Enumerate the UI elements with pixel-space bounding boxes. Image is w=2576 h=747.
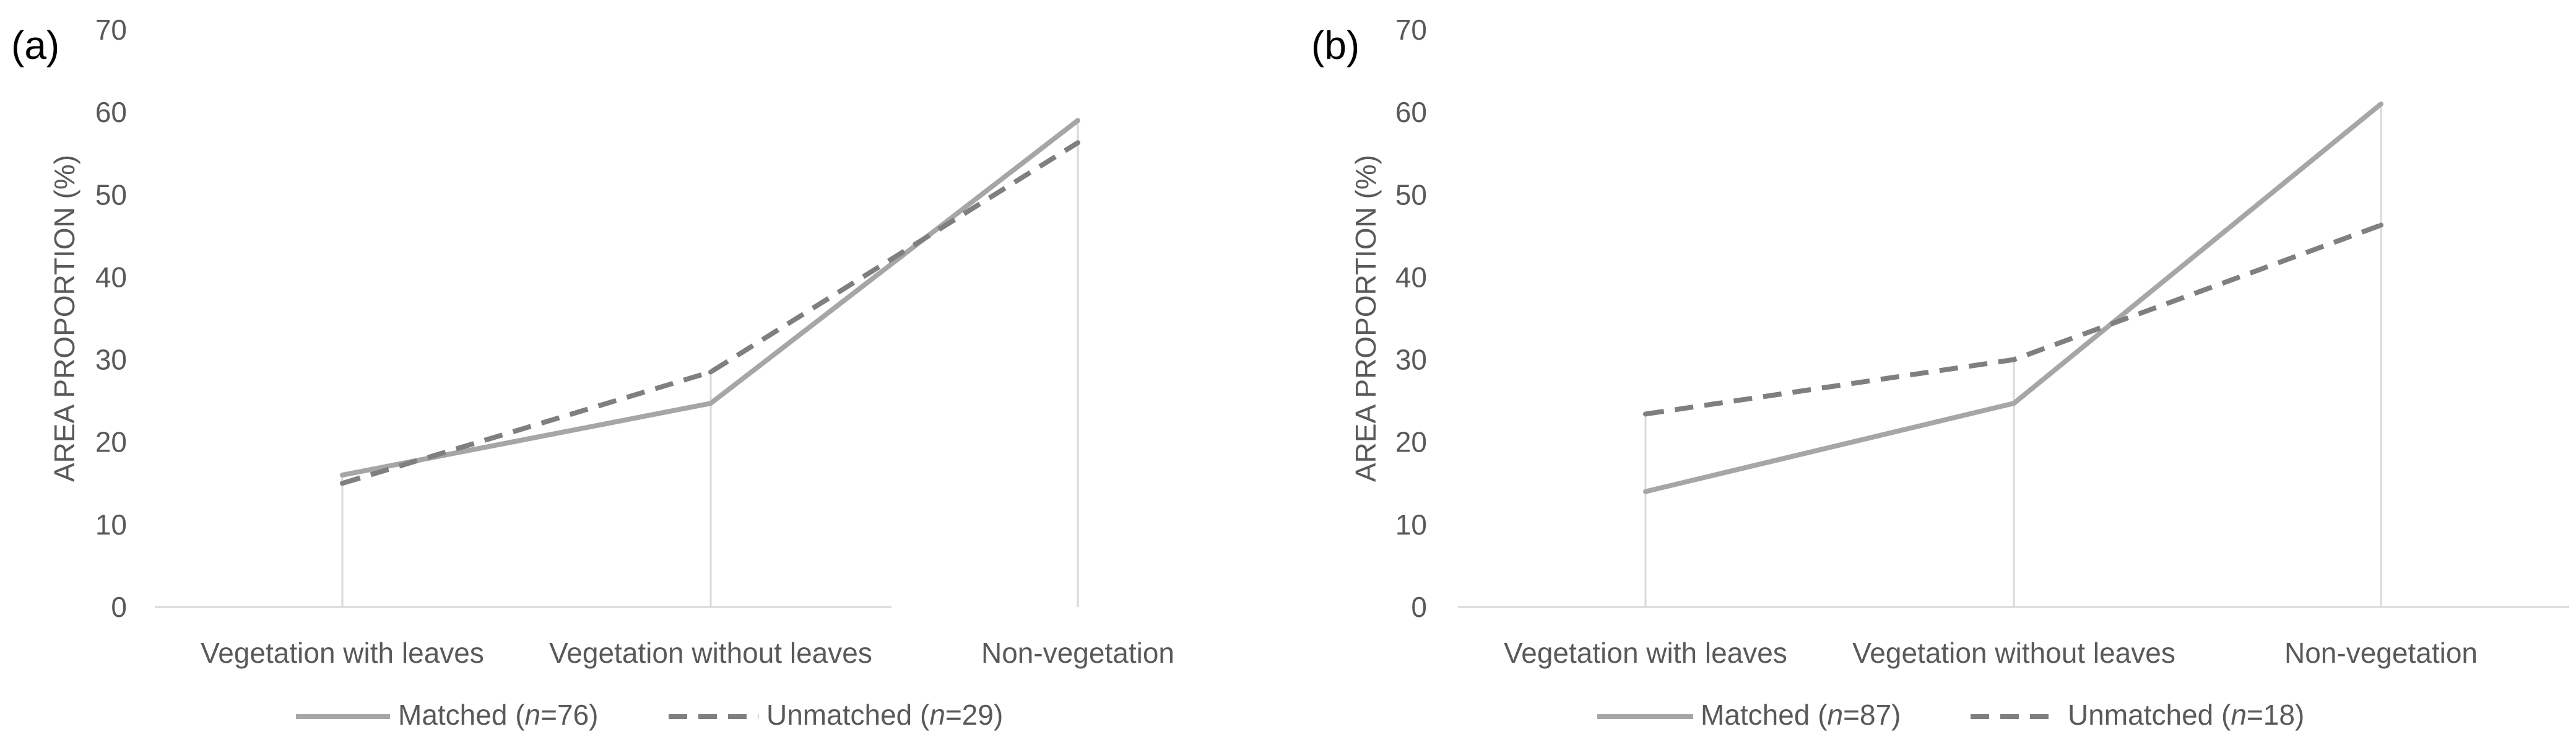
data-point-unmatched [340,481,345,486]
panel-label: (a) [11,23,59,68]
data-point-unmatched [2011,357,2016,362]
data-point-unmatched [1075,140,1080,146]
data-point-matched [2379,101,2383,107]
y-tick-label: 10 [1395,509,1427,541]
y-tick-label: 20 [95,426,127,458]
y-tick-label: 0 [1411,591,1427,623]
data-point-matched [2011,401,2016,406]
y-tick-label: 0 [111,591,127,623]
data-point-unmatched [708,369,713,375]
data-point-matched [1075,118,1080,123]
y-tick-label: 30 [95,344,127,376]
legend-n: n [1828,699,1844,731]
y-tick-label: 60 [1395,96,1427,128]
y-tick-label: 50 [1395,178,1427,211]
legend-label-matched: Matched (n=87) [1701,699,1901,731]
y-tick-label: 60 [95,96,127,128]
x-tick-label: Vegetation with leaves [1504,637,1787,669]
y-tick-label: 10 [95,509,127,541]
legend-label-unmatched: Unmatched (n=29) [766,699,1003,731]
legend-n: n [929,699,945,731]
y-axis-title: AREA PROPORTION (%) [1350,155,1382,482]
y-tick-label: 70 [95,14,127,46]
legend: Matched (n=76) Unmatched (n=29) [296,699,1003,731]
x-tick-label: Non-vegetation [981,637,1174,669]
data-point-matched [340,472,345,478]
legend-label-matched: Matched (n=76) [398,699,598,731]
legend-n-value: =29) [945,699,1003,731]
panel-label: (b) [1311,23,1360,68]
legend-prefix: Unmatched ( [766,699,930,731]
x-tick-label: Vegetation with leaves [201,637,484,669]
legend-label-unmatched: Unmatched (n=18) [2068,699,2304,731]
data-point-unmatched [2379,222,2383,228]
y-tick-label: 20 [1395,426,1427,458]
data-point-matched [708,401,713,406]
y-tick-label: 40 [95,261,127,293]
x-tick-label: Vegetation without leaves [549,637,872,669]
series-line-unmatched [341,141,1080,486]
y-tick-label: 50 [95,178,127,211]
y-tick-label: 70 [1395,14,1427,46]
legend-prefix: Matched ( [1701,699,1828,731]
legend-n-value: =87) [1843,699,1901,731]
legend-n: n [2231,699,2247,731]
legend-n-value: =18) [2247,699,2304,731]
data-point-matched [1643,489,1648,494]
data-point-unmatched [1643,411,1648,417]
x-tick-label: Vegetation without leaves [1852,637,2175,669]
x-tick-label: Non-vegetation [2284,637,2478,669]
chart-panel-b: (b) 0 10 20 30 40 50 60 70 AREA PROPORTION (%) Veg… [1311,14,2569,731]
y-tick-label: 40 [1395,261,1427,293]
y-tick-label: 30 [1395,344,1427,376]
chart-panel-a: (a) 0 10 20 30 40 50 60 70 AREA PROPORTION (%) Veg… [11,14,1174,731]
legend: Matched (n=87) Unmatched (n=18) [1597,699,2304,731]
legend-prefix: Matched ( [398,699,525,731]
legend-n: n [525,699,541,731]
y-axis-title: AREA PROPORTION (%) [48,155,80,482]
legend-prefix: Unmatched ( [2068,699,2231,731]
legend-n-value: =76) [540,699,598,731]
